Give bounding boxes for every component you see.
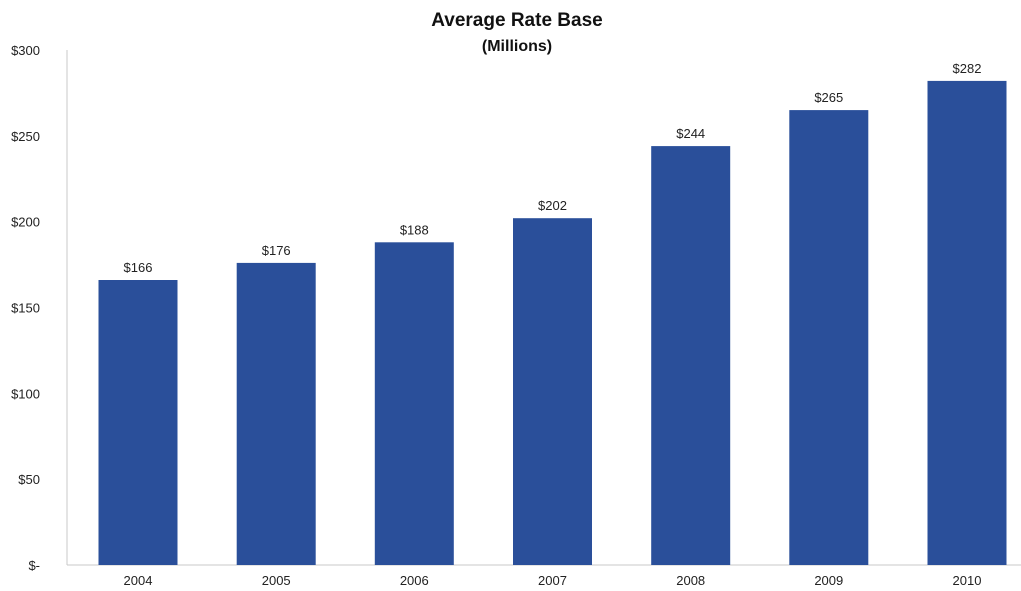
data-label: $265	[814, 90, 843, 105]
x-axis-ticks: 2004 2005 2006 2007 2008 2009 2010	[124, 573, 982, 588]
chart-subtitle: (Millions)	[482, 38, 552, 55]
data-label: $282	[953, 61, 982, 76]
x-tick-label: 2004	[124, 573, 153, 588]
bar	[927, 80, 1007, 566]
chart-title: Average Rate Base	[431, 10, 602, 31]
data-label: $202	[538, 198, 567, 213]
bar	[98, 280, 178, 565]
y-tick-label: $100	[11, 386, 40, 401]
x-tick-label: 2009	[814, 573, 843, 588]
data-label: $176	[262, 243, 291, 258]
bar	[513, 218, 592, 565]
data-label: $166	[124, 260, 153, 275]
x-tick-label: 2006	[400, 573, 429, 588]
data-label: $244	[676, 126, 705, 141]
bars	[98, 80, 1007, 566]
data-label: $188	[400, 222, 429, 237]
data-labels: $166 $176 $188 $202 $244 $265 $282	[124, 61, 982, 275]
y-tick-label: $300	[11, 43, 40, 58]
x-tick-label: 2008	[676, 573, 705, 588]
x-tick-label: 2007	[538, 573, 567, 588]
y-axis-ticks: $- $50 $100 $150 $200 $250 $300	[11, 43, 40, 573]
x-tick-label: 2005	[262, 573, 291, 588]
bar	[374, 242, 454, 566]
bar	[789, 110, 869, 565]
y-tick-label: $250	[11, 129, 40, 144]
bar	[236, 262, 316, 565]
y-tick-label: $150	[11, 301, 40, 316]
y-tick-label: $50	[18, 472, 40, 487]
x-tick-label: 2010	[953, 573, 982, 588]
y-tick-label: $200	[11, 215, 40, 230]
y-tick-label: $-	[28, 558, 40, 573]
bar	[651, 146, 731, 565]
